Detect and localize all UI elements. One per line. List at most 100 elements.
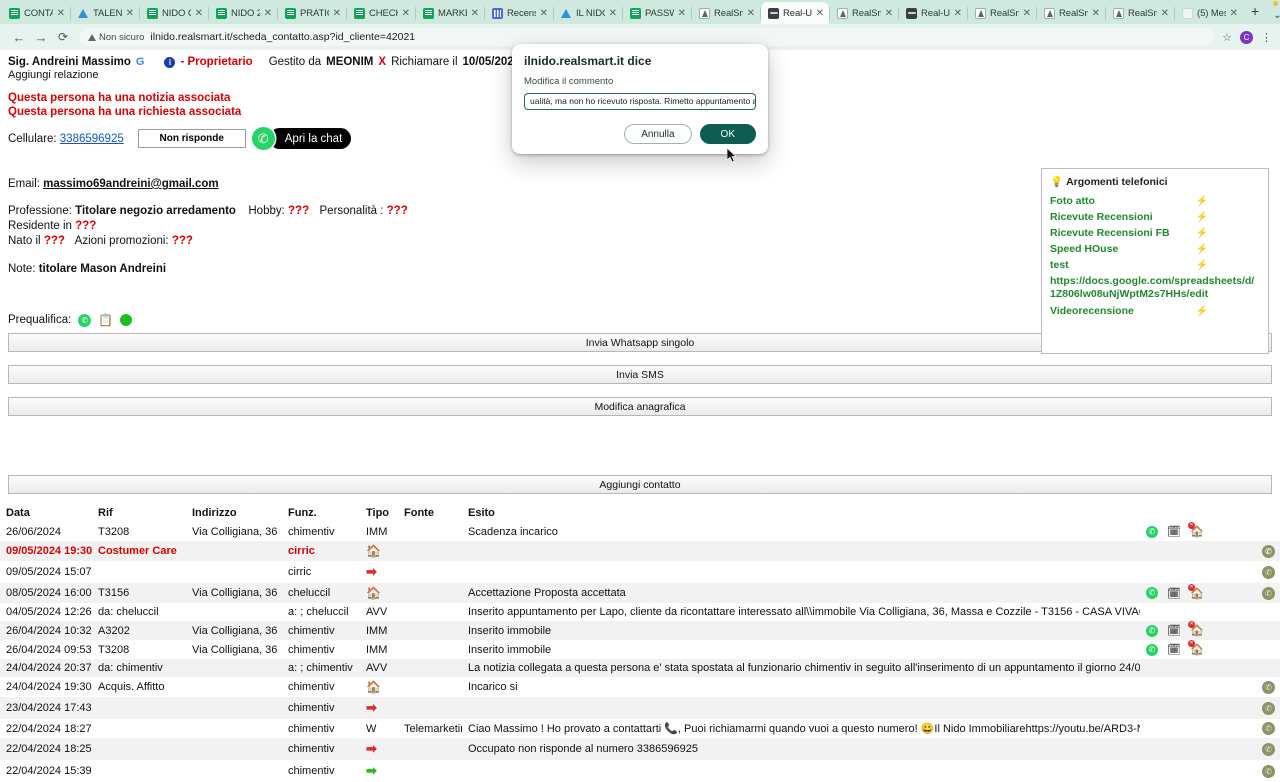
argomento-item[interactable]: Speed HOuse ⚡ — [1050, 243, 1260, 255]
browser-tab[interactable]: CONTA✕ — [2, 2, 70, 24]
row-remove-property-icon[interactable]: 🏠 ✕ — [1187, 621, 1204, 637]
row-remove-property-icon[interactable]: 🏠 ✕ — [1187, 583, 1204, 600]
row-action-icon[interactable]: ✆ — [1262, 764, 1275, 778]
browser-tab[interactable]: PASSW✕ — [623, 2, 691, 24]
tab-close-icon[interactable]: ✕ — [1091, 7, 1100, 19]
row-calendar-icon[interactable]: 🗓 — [1167, 625, 1181, 637]
mobile-number-link[interactable]: 3386596925 — [59, 132, 124, 145]
tab-close-icon[interactable]: ✕ — [401, 7, 410, 19]
info-icon[interactable]: i — [164, 56, 176, 68]
table-row[interactable]: 22/04/2024 15:39:49 chimentiv ➡ ✆ — [0, 760, 1280, 782]
row-calendar-icon[interactable]: 🗓 — [1167, 587, 1181, 600]
argomento-item[interactable]: Ricevute Recensioni ⚡ — [1050, 211, 1260, 223]
table-row[interactable]: 26/06/2024 T3208 Via Colligiana, 36 chiment… — [0, 522, 1280, 541]
argomento-item[interactable]: Videorecensione ⚡ — [1050, 305, 1260, 317]
tab-close-icon[interactable]: ✕ — [1229, 7, 1238, 19]
ok-button[interactable]: OK — [699, 124, 756, 144]
table-row[interactable]: 09/05/2024 15:07:37 cirric ➡ ✆ — [0, 561, 1280, 583]
table-row[interactable]: 22/04/2024 18:25:48 chimentiv ➡ Occupato no… — [0, 738, 1280, 760]
bolt-icon[interactable]: ⚡ — [1195, 211, 1208, 223]
whatsapp-open-chat[interactable]: ✆ Apri la chat — [251, 127, 352, 150]
row-whatsapp-icon[interactable]: ✆ — [1146, 587, 1158, 599]
browser-tab[interactable]: CHECK✕ — [347, 2, 415, 24]
tab-close-icon[interactable]: ✕ — [677, 7, 686, 19]
row-action-icon[interactable]: ✆ — [1262, 544, 1275, 558]
new-tab-button[interactable]: + — [1251, 3, 1260, 19]
row-whatsapp-icon[interactable]: ✆ — [1146, 624, 1158, 637]
tab-close-icon[interactable]: ✕ — [539, 7, 548, 19]
table-row[interactable]: 23/04/2024 17:43:56 chimentiv ➡ ✆ — [0, 697, 1280, 719]
row-remove-property-icon[interactable]: 🏠 ✕ — [1187, 522, 1204, 538]
table-row[interactable]: 24/04/2024 19:30:00 Acquis. Affitto chimen… — [0, 677, 1280, 697]
tab-close-icon[interactable]: ✕ — [1160, 7, 1169, 19]
reload-icon[interactable]: ⟳ — [57, 30, 69, 44]
bolt-icon[interactable]: ⚡ — [1195, 259, 1208, 271]
browser-tab[interactable]: NIDO 2 ✕ — [209, 2, 277, 24]
browser-tab[interactable]: Real-Ut ✕ — [899, 2, 967, 24]
bolt-icon[interactable]: ⚡ — [1195, 305, 1208, 317]
tab-close-icon[interactable]: ✕ — [332, 7, 341, 19]
dialog-input[interactable]: ualità, ma non ho ricevuto risposta. Rim… — [524, 93, 756, 110]
argomento-item[interactable]: Foto atto ⚡ — [1050, 195, 1260, 207]
send-sms-button[interactable]: Invia SMS — [8, 365, 1272, 384]
table-row[interactable]: 22/04/2024 18:27:04 chimentiv W Telemarketi… — [0, 719, 1280, 738]
browser-tab[interactable]: RealSm✕ — [830, 2, 898, 24]
whatsapp-icon[interactable]: ✆ — [251, 127, 275, 150]
tab-close-icon[interactable]: ✕ — [125, 7, 134, 19]
table-row[interactable]: 09/05/2024 19:30:00Costumer Care cirric 🏠 ✆ — [0, 541, 1280, 561]
send-whatsapp-button[interactable]: Invia Whatsapp singolo — [8, 333, 1272, 352]
bolt-icon[interactable]: ⚡ — [1195, 243, 1208, 255]
table-row[interactable]: 26/04/2024 10:32:40A3202Via Colligiana, … — [0, 621, 1280, 640]
browser-tab[interactable]: TALENT✕ — [71, 2, 139, 24]
browser-tab[interactable]: RealSm✕ — [968, 2, 1036, 24]
browser-menu-icon[interactable]: ⋮ — [1261, 31, 1272, 44]
browser-tab[interactable]: (5) Mes ✕ — [1175, 2, 1243, 24]
browser-tab[interactable]: Real-Ut ✕ — [761, 2, 829, 24]
browser-tab[interactable]: RealSm✕ — [1037, 2, 1105, 24]
row-action-icon[interactable]: ✆ — [1262, 742, 1275, 756]
browser-tab[interactable]: RealSm✕ — [1106, 2, 1174, 24]
not-secure-badge[interactable]: Non sicuro — [88, 32, 144, 43]
bookmark-star-icon[interactable]: ☆ — [1222, 31, 1232, 44]
row-calendar-icon[interactable]: 🗓 — [1167, 526, 1181, 538]
row-action-icon[interactable]: ✆ — [1262, 586, 1275, 600]
email-link[interactable]: massimo69andreini@gmail.com — [43, 178, 219, 190]
tab-close-icon[interactable]: ✕ — [194, 7, 203, 19]
table-row[interactable]: 04/05/2024 12:26:17 da: cheluccil a: ; che… — [0, 603, 1280, 621]
profile-avatar[interactable]: C — [1240, 30, 1253, 44]
tab-close-icon[interactable]: ✕ — [608, 7, 617, 19]
row-calendar-icon[interactable]: 🗓 — [1167, 644, 1181, 656]
javascript-prompt-dialog[interactable]: ilnido.realsmart.it dice Modifica il com… — [512, 44, 768, 154]
row-remove-property-icon[interactable]: 🏠 ✕ — [1187, 640, 1204, 656]
browser-tab[interactable]: MARKE✕ — [416, 2, 484, 24]
bolt-icon[interactable]: ⚡ — [1195, 227, 1208, 239]
google-icon[interactable]: G — [135, 56, 145, 68]
row-whatsapp-icon[interactable]: ✆ — [1146, 643, 1158, 656]
prequalifica-whatsapp-icon[interactable]: ✆ — [78, 313, 92, 327]
table-row[interactable]: 26/04/2024 09:53:30 T3208 Via Colligiana, … — [0, 640, 1280, 659]
add-relation-link[interactable]: Aggiungi relazione — [8, 69, 99, 81]
browser-tab[interactable]: NIDO C✕ — [140, 2, 208, 24]
tab-close-icon[interactable]: ✕ — [953, 7, 962, 19]
tab-close-icon[interactable]: ✕ — [815, 7, 824, 19]
browser-tab[interactable]: Recensi✕ — [485, 2, 553, 24]
row-whatsapp-icon[interactable]: ✆ — [1146, 525, 1158, 538]
tab-close-icon[interactable]: ✕ — [263, 7, 272, 19]
argomento-item[interactable]: test ⚡ — [1050, 259, 1260, 271]
tab-close-icon[interactable]: ✕ — [884, 7, 893, 19]
back-icon[interactable]: ← — [12, 29, 26, 45]
remove-manager-icon[interactable]: X — [378, 56, 387, 68]
prequalifica-status-dot[interactable] — [120, 314, 133, 326]
row-action-icon[interactable]: ✆ — [1262, 680, 1275, 694]
row-action-icon[interactable]: ✆ — [1262, 565, 1275, 579]
cancel-button[interactable]: Annulla — [624, 124, 692, 144]
address-bar[interactable]: Non sicuro ilnido.realsmart.it/scheda_co… — [80, 28, 1215, 46]
no-answer-button[interactable]: Non risponde — [137, 129, 246, 148]
row-action-icon[interactable]: ✆ — [1262, 701, 1275, 715]
edit-profile-button[interactable]: Modifica anagrafica — [8, 397, 1272, 416]
tab-close-icon[interactable]: ✕ — [470, 7, 479, 19]
browser-tab[interactable]: IL NIDO✕ — [554, 2, 622, 24]
add-contact-button[interactable]: Aggiungi contatto — [8, 475, 1272, 494]
